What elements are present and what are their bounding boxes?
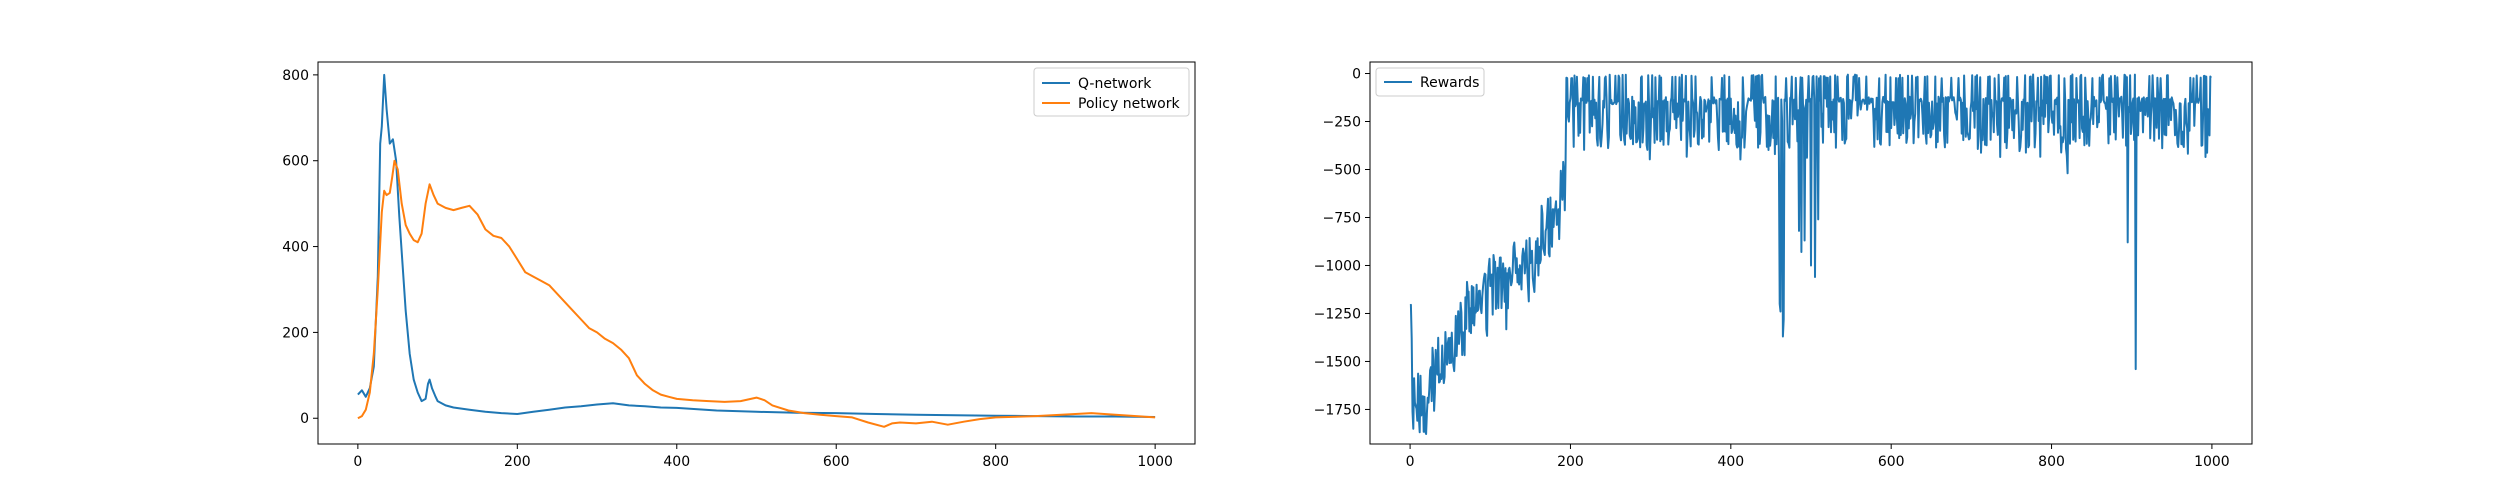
series-line-rewards — [1409, 73, 2212, 435]
left-xtick-label: 200 — [504, 454, 531, 470]
right-legend-box — [1375, 67, 1485, 97]
right-legend: Rewards — [1375, 67, 1485, 97]
right-y-axis-ticks: 0 −250 −500 −750 −1000 −1250 −1500 −1750 — [1314, 67, 1370, 418]
right-ytick-label: −1750 — [1314, 402, 1361, 418]
left-ytick-label: 200 — [282, 325, 309, 341]
right-ytick-label: 0 — [1352, 67, 1361, 83]
legend-label-rewards: Rewards — [1420, 75, 1479, 91]
right-ytick-label: −1000 — [1314, 258, 1361, 274]
right-ytick-label: −500 — [1323, 162, 1361, 178]
left-legend: Q-network Policy network — [1033, 67, 1190, 117]
left-ytick-label: 400 — [282, 240, 309, 256]
right-ytick-label: −250 — [1323, 115, 1361, 131]
right-ytick-label: −1250 — [1314, 306, 1361, 322]
left-ytick-label: 800 — [282, 68, 309, 84]
right-xtick-label: 1000 — [2194, 454, 2230, 470]
left-series-lines — [357, 73, 1156, 428]
series-line-policy-network — [357, 159, 1156, 428]
loss-chart: 0 200 400 600 800 1000 0 200 400 600 800 Q-networ… — [282, 61, 1196, 470]
right-ytick-label: −750 — [1323, 210, 1361, 226]
left-y-axis-ticks: 0 200 400 600 800 — [282, 68, 318, 427]
left-axes-frame — [317, 61, 1196, 445]
left-xtick-label: 0 — [353, 454, 362, 470]
left-x-axis-ticks: 0 200 400 600 800 1000 — [353, 444, 1173, 470]
right-axes-frame — [1369, 61, 2253, 445]
right-xtick-label: 600 — [1878, 454, 1905, 470]
left-ytick-label: 0 — [300, 411, 309, 427]
left-xtick-label: 800 — [982, 454, 1009, 470]
right-series-lines — [1409, 73, 2212, 435]
left-ytick-label: 600 — [282, 154, 309, 170]
right-xtick-label: 800 — [2038, 454, 2065, 470]
left-xtick-label: 1000 — [1137, 454, 1173, 470]
legend-label-q-network: Q-network — [1078, 76, 1152, 92]
rewards-chart: 0 200 400 600 800 1000 0 −250 −500 −750 −1000 −125… — [1314, 61, 2253, 470]
right-x-axis-ticks: 0 200 400 600 800 1000 — [1406, 444, 2230, 470]
right-xtick-label: 0 — [1406, 454, 1415, 470]
left-xtick-label: 400 — [663, 454, 690, 470]
legend-label-policy-network: Policy network — [1078, 96, 1180, 112]
left-xtick-label: 600 — [823, 454, 850, 470]
right-ytick-label: −1500 — [1314, 354, 1361, 370]
right-xtick-label: 400 — [1717, 454, 1744, 470]
left-legend-box — [1033, 67, 1190, 117]
right-xtick-label: 200 — [1557, 454, 1584, 470]
